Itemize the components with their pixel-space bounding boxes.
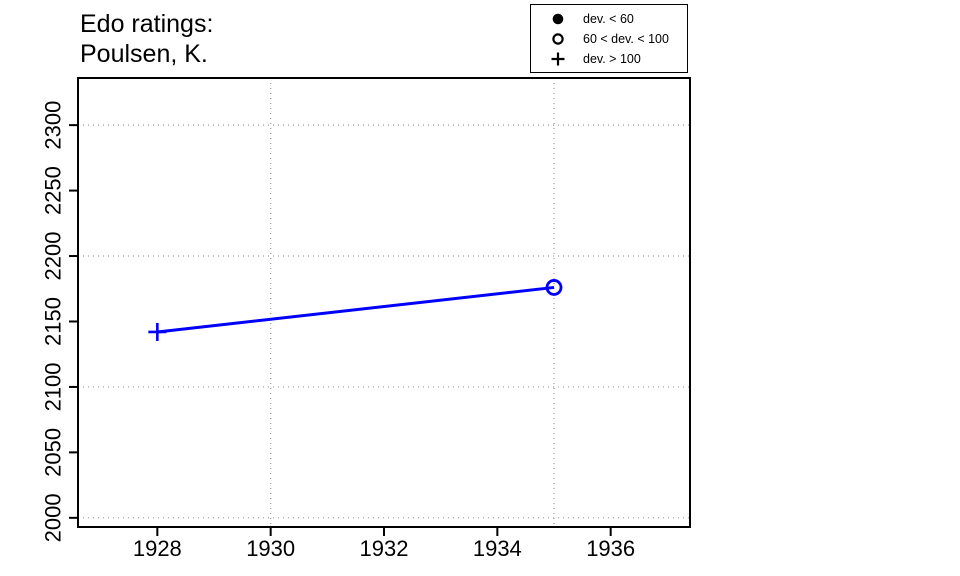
legend-label: dev. > 100 [583,51,641,66]
x-axis-tick-label: 1934 [473,536,522,561]
legend-row-dev-gt-100: dev. > 100 [547,49,687,69]
legend-row-dev-lt-60: dev. < 60 [547,9,687,29]
plus-icon [551,52,565,65]
legend-label: dev. < 60 [583,11,634,26]
filled-circle-icon [552,13,564,24]
y-axis-tick-label: 2050 [41,428,66,477]
y-axis-tick-label: 2100 [41,362,66,411]
rating-line [157,285,555,334]
y-axis-tick-label: 2200 [41,232,66,281]
x-axis-tick-label: 1936 [586,536,635,561]
x-axis-tick-label: 1932 [360,536,409,561]
y-axis-tick-label: 2300 [41,101,66,150]
y-axis-tick-label: 2250 [41,166,66,215]
chart-title-line2: Poulsen, K. [80,40,208,68]
legend-row-dev-60-100: 60 < dev. < 100 [547,29,687,49]
y-axis-tick-label: 2150 [41,297,66,346]
x-axis-tick-label: 1930 [246,536,295,561]
data-point-open-circle [545,279,563,296]
x-axis-tick-label: 1928 [133,536,182,561]
legend: dev. < 60 60 < dev. < 100 dev. > 100 [530,4,688,73]
chart-title: Edo ratings: Poulsen, K. [80,9,213,69]
chart-title-line1: Edo ratings: [80,10,214,38]
open-circle-icon [552,32,564,45]
y-axis-tick-label: 2000 [41,493,66,542]
legend-label: 60 < dev. < 100 [583,31,669,46]
plot-border [77,77,691,528]
